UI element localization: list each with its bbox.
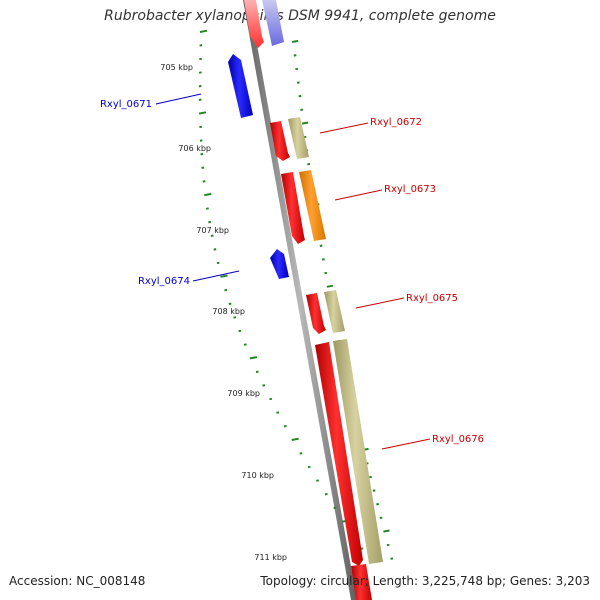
tick-label-709kbp: 709 kbp xyxy=(227,389,260,398)
gene-partial-top-blue[interactable] xyxy=(262,0,284,46)
minor-tick xyxy=(307,162,311,166)
minor-tick xyxy=(202,180,206,183)
minor-tick xyxy=(216,261,220,265)
minor-tick xyxy=(199,125,203,129)
major-tick xyxy=(291,437,299,441)
major-tick xyxy=(198,111,207,115)
gene-rxyl-0673-cds[interactable] xyxy=(281,172,305,244)
minor-tick xyxy=(199,44,203,47)
gene-rxyl-0673-category[interactable] xyxy=(299,170,326,241)
gene-rxyl-0675-cds[interactable] xyxy=(306,293,326,334)
minor-tick xyxy=(206,207,209,210)
label-rxyl-0676[interactable]: Rxyl_0676 xyxy=(432,434,484,445)
minor-tick xyxy=(213,248,217,251)
tick-label-705kbp: 705 kbp xyxy=(160,63,193,72)
label-rxyl-0674[interactable]: Rxyl_0674 xyxy=(138,276,190,287)
tick-label-710kbp: 710 kbp xyxy=(241,471,274,480)
leader-rxyl-0672 xyxy=(319,122,369,134)
label-rxyl-0675[interactable]: Rxyl_0675 xyxy=(406,293,458,304)
tick-label-711kbp: 711 kbp xyxy=(254,553,287,562)
gene-rxyl-0671-cds[interactable] xyxy=(228,54,253,118)
major-tick xyxy=(301,121,309,125)
gene-rxyl-0674-cds[interactable] xyxy=(270,249,289,279)
minor-tick xyxy=(199,139,203,142)
minor-tick xyxy=(198,71,202,74)
leader-rxyl-0674 xyxy=(192,270,240,282)
major-tick xyxy=(199,29,208,33)
map-title: Rubrobacter xylanophilus DSM 9941, compl… xyxy=(104,8,496,24)
major-tick xyxy=(204,192,212,197)
gene-rxyl-0672-cds[interactable] xyxy=(270,121,290,161)
major-tick xyxy=(220,274,228,278)
minor-tick xyxy=(208,220,212,224)
minor-tick xyxy=(201,166,205,169)
major-tick xyxy=(383,529,390,533)
minor-tick xyxy=(224,288,228,292)
gene-rxyl-0676-cds[interactable] xyxy=(315,342,363,566)
minor-tick xyxy=(298,94,302,98)
gene-rxyl-0675-category[interactable] xyxy=(324,290,345,333)
minor-tick xyxy=(200,152,204,156)
minor-tick xyxy=(300,108,304,111)
tick-label-707kbp: 707 kbp xyxy=(196,226,229,235)
label-rxyl-0671[interactable]: Rxyl_0671 xyxy=(100,99,152,110)
minor-tick xyxy=(321,258,325,261)
minor-tick xyxy=(319,244,323,247)
major-tick xyxy=(326,284,334,288)
gene-rxyl-0676-category[interactable] xyxy=(333,339,383,564)
tick-label-706kbp: 706 kbp xyxy=(178,144,211,153)
minor-tick xyxy=(198,84,202,88)
label-rxyl-0672[interactable]: Rxyl_0672 xyxy=(370,117,422,128)
gene-partial-bottom-red[interactable] xyxy=(351,564,372,600)
leader-rxyl-0671 xyxy=(155,93,202,105)
minor-tick xyxy=(198,98,202,101)
topology-info: Topology: circular; Length: 3,225,748 bp… xyxy=(260,574,590,588)
major-tick xyxy=(292,39,299,43)
minor-tick xyxy=(293,54,297,57)
minor-tick xyxy=(210,234,214,237)
minor-tick xyxy=(296,81,300,84)
leader-rxyl-0675 xyxy=(355,297,405,309)
accession-info: Accession: NC_008148 xyxy=(9,574,146,588)
leader-rxyl-0676 xyxy=(381,438,431,450)
major-tick xyxy=(249,356,258,360)
tick-label-708kbp: 708 kbp xyxy=(212,307,245,316)
genome-backbone xyxy=(243,0,357,600)
gene-rxyl-0672-category[interactable] xyxy=(288,117,309,159)
gene-partial-top-red[interactable] xyxy=(244,0,264,48)
leader-rxyl-0673 xyxy=(334,189,383,201)
label-rxyl-0673[interactable]: Rxyl_0673 xyxy=(384,184,436,195)
